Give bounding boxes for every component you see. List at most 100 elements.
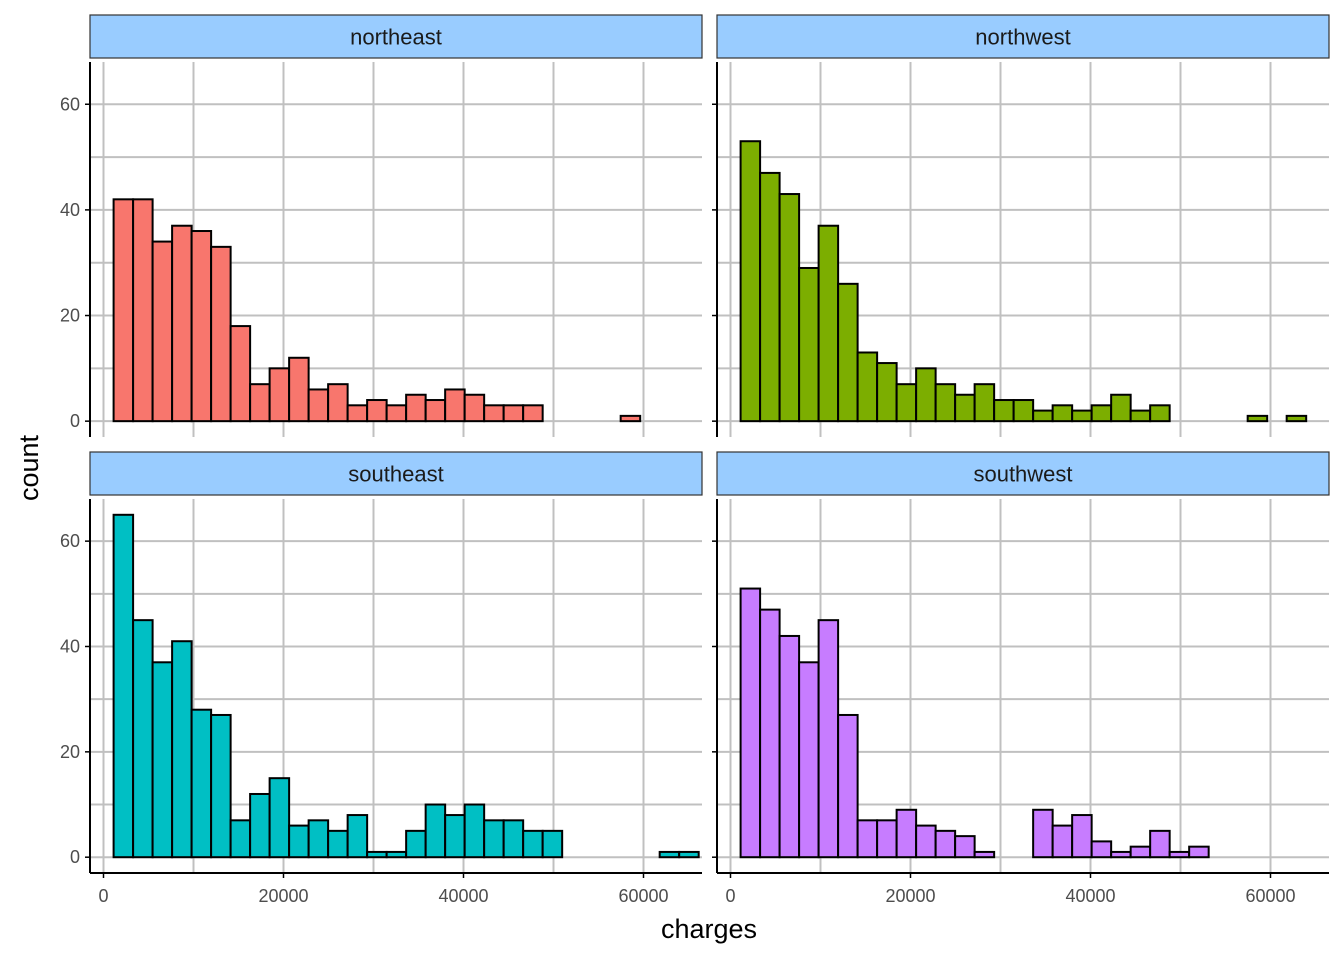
histogram-bar xyxy=(778,193,801,423)
histogram-bar xyxy=(229,819,252,859)
bars-northeast xyxy=(112,198,642,423)
histogram-bar xyxy=(502,404,525,423)
histogram-bar xyxy=(424,803,447,859)
y-tick-label: 20 xyxy=(60,742,80,762)
x-tick-label: 20000 xyxy=(258,886,308,906)
histogram-bar xyxy=(678,850,700,859)
bars-southeast xyxy=(112,513,700,859)
histogram-bar xyxy=(759,608,781,859)
histogram-bar xyxy=(522,404,544,423)
histogram-bar xyxy=(856,819,879,859)
histogram-bar xyxy=(151,240,174,423)
histogram-bar xyxy=(1246,414,1269,423)
histogram-bar xyxy=(171,640,193,859)
strip-southwest xyxy=(716,451,1330,496)
histogram-bar xyxy=(1012,399,1035,423)
histogram-bar xyxy=(895,808,918,859)
histogram-bar xyxy=(268,777,291,859)
y-tick-label: 60 xyxy=(60,94,80,114)
histogram-bar xyxy=(327,383,349,423)
histogram-bar xyxy=(973,383,996,423)
x-tick-label: 40000 xyxy=(1065,886,1115,906)
histogram-bar xyxy=(954,393,976,423)
histogram-bar xyxy=(151,661,174,859)
panel-northeast: northeast 0 20 40 60 xyxy=(60,14,703,437)
histogram-bar xyxy=(1071,409,1093,423)
histogram-bar xyxy=(541,829,564,859)
histogram-bar xyxy=(876,819,898,859)
histogram-bar xyxy=(1110,393,1132,423)
strip-northwest xyxy=(716,14,1330,59)
x-tick-label: 20000 xyxy=(885,886,935,906)
y-tick-label: 40 xyxy=(60,636,80,656)
histogram-bar xyxy=(444,814,466,859)
histogram-bar xyxy=(876,362,898,423)
y-tick-label: 20 xyxy=(60,306,80,326)
y-tick-label: 0 xyxy=(70,411,80,431)
histogram-bar xyxy=(798,266,820,423)
histogram-bar xyxy=(502,819,525,859)
histogram-bar xyxy=(405,829,427,859)
histogram-bar xyxy=(934,829,957,859)
histogram-bar xyxy=(1090,404,1113,423)
histogram-bar xyxy=(837,282,859,423)
histogram-bar xyxy=(249,792,271,859)
histogram-bar xyxy=(1032,409,1054,423)
y-tick-label: 40 xyxy=(60,200,80,220)
panels-layer: northeast 0 20 40 60 northwest southeast 0 20 40 6… xyxy=(60,14,1330,906)
histogram-bar xyxy=(366,399,388,423)
histogram-bar xyxy=(1090,840,1113,859)
histogram-bar xyxy=(483,404,505,423)
histogram-bar xyxy=(954,835,976,859)
histogram-bar xyxy=(249,383,271,423)
histogram-bar xyxy=(210,713,232,859)
histogram-bar xyxy=(759,171,781,423)
histogram-bar xyxy=(1129,845,1152,859)
x-axis-title: charges xyxy=(661,914,757,944)
histogram-bar xyxy=(385,404,408,423)
histogram-bar xyxy=(1149,404,1171,423)
histogram-bar xyxy=(1051,404,1074,423)
panel-southwest: southwest 0 20000 40000 60000 xyxy=(712,451,1330,906)
histogram-bar xyxy=(346,404,369,423)
histogram-bar xyxy=(366,850,388,859)
x-tick-label: 40000 xyxy=(438,886,488,906)
histogram-bar xyxy=(973,850,996,859)
histogram-bar xyxy=(739,140,762,423)
histogram-bar xyxy=(444,388,466,423)
histogram-bar xyxy=(1285,414,1308,423)
histogram-bar xyxy=(268,367,291,423)
histogram-bar xyxy=(1051,824,1074,859)
histogram-bar xyxy=(132,198,154,423)
histogram-bar xyxy=(1032,808,1054,859)
strip-label-northwest: northwest xyxy=(975,25,1070,50)
histogram-bar xyxy=(483,819,505,859)
histogram-bar xyxy=(288,824,310,859)
histogram-bar xyxy=(1149,829,1171,859)
histogram-bar xyxy=(385,850,408,859)
histogram-bar xyxy=(171,224,193,423)
bars-southwest xyxy=(739,587,1210,859)
x-tick-label: 0 xyxy=(98,886,108,906)
strip-southeast xyxy=(89,451,703,496)
histogram-bar xyxy=(1129,409,1152,423)
histogram-bar xyxy=(934,383,957,423)
histogram-bar xyxy=(346,814,369,859)
histogram-bar xyxy=(463,393,486,423)
histogram-bar xyxy=(307,388,330,423)
histogram-bar xyxy=(915,824,937,859)
histogram-bar xyxy=(405,393,427,423)
histogram-bar xyxy=(798,661,820,859)
histogram-bar xyxy=(522,829,544,859)
histogram-bar xyxy=(856,351,879,423)
strip-label-northeast: northeast xyxy=(350,25,442,50)
histogram-bar xyxy=(463,803,486,859)
histogram-bar xyxy=(1110,850,1132,859)
strip-label-southeast: southeast xyxy=(348,462,443,487)
histogram-bar xyxy=(739,587,762,859)
histogram-bar xyxy=(993,399,1015,423)
histogram-bar xyxy=(619,414,642,423)
panel-southeast: southeast 0 20 40 60 0 20000 40000 60000 xyxy=(60,451,703,906)
histogram-bar xyxy=(424,399,447,423)
